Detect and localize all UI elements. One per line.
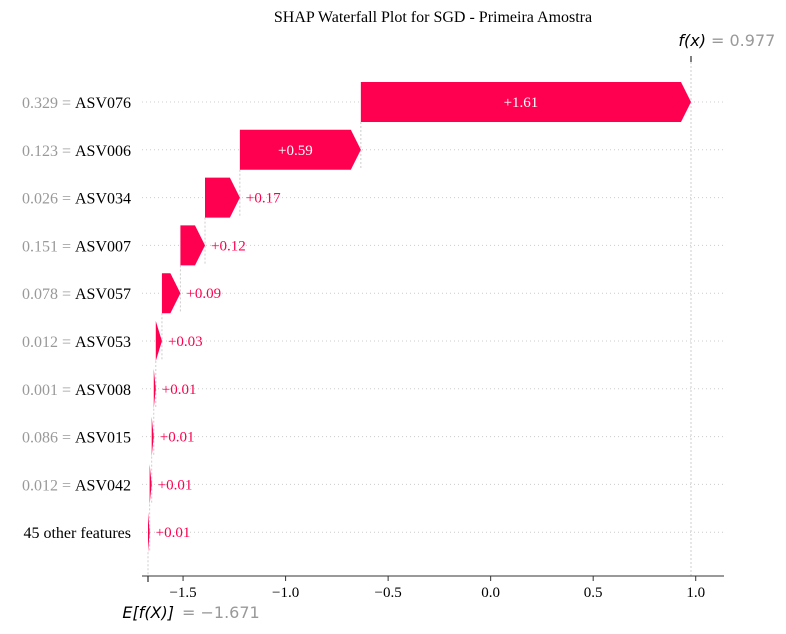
feature-value: 0.329 = <box>22 95 75 112</box>
shap-value-label: +1.61 <box>504 95 539 111</box>
x-tick-label: 0.0 <box>481 585 500 601</box>
shap-value-label: +0.01 <box>160 430 195 446</box>
base-value: = −1.671 <box>182 603 260 622</box>
feature-value: 0.086 = <box>22 430 75 447</box>
shap-bar <box>148 512 150 553</box>
feature-label: 45 other features <box>23 525 131 542</box>
x-tick-label: −0.5 <box>375 585 402 601</box>
shap-bar <box>239 129 361 170</box>
shap-bar <box>155 321 162 361</box>
feature-label: 0.001 = ASV008 <box>22 382 131 399</box>
feature-label: 0.012 = ASV042 <box>22 477 131 494</box>
x-axis: −1.5 −1.0 −0.5 0.0 0.5 1.0 <box>142 575 724 601</box>
row-gridlines <box>142 101 724 533</box>
feature-name: ASV034 <box>75 191 131 208</box>
feature-name: ASV006 <box>75 143 131 160</box>
feature-value: 0.123 = <box>22 143 75 160</box>
x-tick-label: −1.5 <box>169 585 196 601</box>
base-label-group: E[f(X)] = −1.671 <box>122 603 259 622</box>
chart-title: SHAP Waterfall Plot for SGD - Primeira A… <box>274 9 592 26</box>
shap-value-label: +0.01 <box>162 382 197 398</box>
shap-bar <box>205 177 240 218</box>
shap-value-label: +0.12 <box>211 238 246 254</box>
fx-label: f(x) <box>678 31 706 50</box>
feature-name: ASV057 <box>75 286 131 303</box>
shap-value-label: +0.17 <box>246 191 281 207</box>
shap-value-label: +0.01 <box>156 525 191 541</box>
shap-bar <box>149 464 152 505</box>
fx-value: = 0.977 <box>711 31 775 50</box>
feature-name: ASV076 <box>75 95 131 112</box>
shap-bar <box>151 416 154 457</box>
x-tick-label: −1.0 <box>272 585 299 601</box>
feature-label: 0.151 = ASV007 <box>22 238 131 255</box>
feature-label: 0.078 = ASV057 <box>22 286 131 303</box>
fx-label-group: f(x) = 0.977 <box>678 31 775 50</box>
feature-name: 45 other features <box>23 525 131 542</box>
feature-label: 0.012 = ASV053 <box>22 334 131 351</box>
feature-name: ASV053 <box>75 334 131 351</box>
feature-label: 0.123 = ASV006 <box>22 143 131 160</box>
x-tick-label: 1.0 <box>686 585 705 601</box>
feature-name: ASV015 <box>75 430 131 447</box>
shap-bar <box>360 82 691 122</box>
feature-value: 0.001 = <box>22 382 75 399</box>
feature-value: 0.078 = <box>22 286 75 303</box>
feature-label: 0.329 = ASV076 <box>22 95 131 112</box>
feature-label: 0.086 = ASV015 <box>22 430 131 447</box>
feature-name: ASV008 <box>75 382 131 399</box>
feature-value: 0.012 = <box>22 334 75 351</box>
base-label: E[f(X)] <box>122 603 174 622</box>
shap-bar <box>153 368 156 409</box>
x-tick-label: 0.5 <box>584 585 603 601</box>
guide-lines <box>147 56 692 576</box>
feature-labels: +1.61 0.329 = ASV076 +0.59 0.123 = ASV006 +0… <box>22 95 538 542</box>
shap-bar <box>180 225 206 266</box>
shap-value-label: +0.03 <box>168 334 203 350</box>
bars <box>148 82 691 553</box>
shap-bar <box>161 273 181 314</box>
feature-value: 0.151 = <box>22 238 75 255</box>
shap-value-label: +0.09 <box>186 286 221 302</box>
feature-name: ASV007 <box>75 238 131 255</box>
shap-value-label: +0.01 <box>158 477 193 493</box>
feature-name: ASV042 <box>75 477 131 494</box>
feature-label: 0.026 = ASV034 <box>22 191 131 208</box>
shap-value-label: +0.59 <box>278 143 313 159</box>
feature-value: 0.012 = <box>22 477 75 494</box>
feature-value: 0.026 = <box>22 191 75 208</box>
